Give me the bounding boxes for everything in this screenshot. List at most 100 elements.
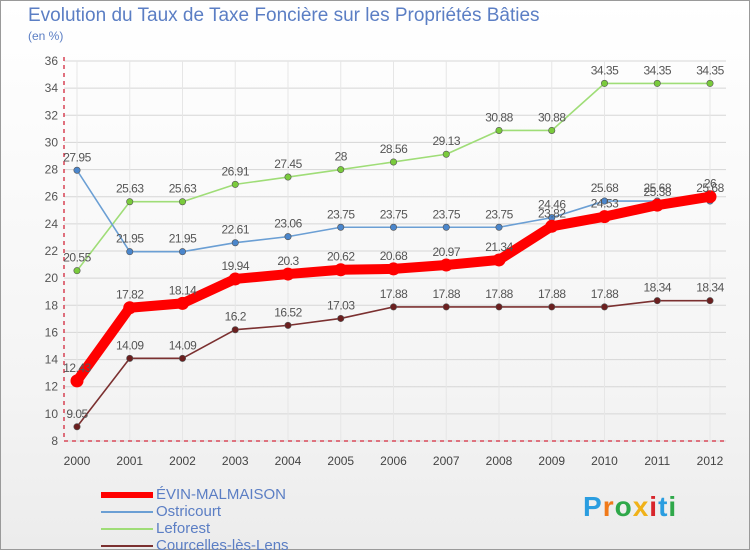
data-point-leforest	[389, 158, 397, 166]
data-label-leforest: 34.35	[696, 63, 724, 77]
x-tick-label: 2001	[116, 454, 143, 468]
data-point-leforest	[126, 198, 134, 206]
logo-letter: t	[658, 491, 669, 522]
data-label-ostricourt: 27.95	[63, 150, 91, 164]
data-point--vin-malmaison	[703, 190, 717, 204]
data-label--vin-malmaison: 23.82	[538, 206, 566, 220]
x-tick-label: 2005	[327, 454, 354, 468]
x-tick-label: 2003	[222, 454, 249, 468]
logo-letter: i	[649, 491, 659, 522]
data-point-leforest	[600, 79, 608, 87]
data-point-courcelles-l-s-lens	[548, 303, 556, 311]
data-label-courcelles-l-s-lens: 18.34	[696, 281, 724, 295]
data-label-leforest: 34.35	[591, 63, 619, 77]
data-label--vin-malmaison: 20.97	[432, 245, 460, 259]
data-point--vin-malmaison	[650, 198, 664, 212]
data-label-ostricourt: 21.95	[116, 232, 144, 246]
logo-letter: r	[602, 491, 615, 522]
data-point-leforest	[73, 267, 81, 275]
data-label-leforest: 20.55	[63, 251, 91, 265]
y-tick-label: 22	[45, 244, 59, 258]
data-label-leforest: 34.35	[643, 63, 671, 77]
x-tick-label: 2009	[538, 454, 565, 468]
y-tick-label: 34	[45, 81, 59, 95]
data-label--vin-malmaison: 20.3	[277, 254, 299, 268]
y-tick-label: 32	[45, 108, 59, 122]
data-point-leforest	[495, 126, 503, 134]
data-point-courcelles-l-s-lens	[179, 354, 187, 362]
legend-label-evin-malmaison: ÉVIN-MALMAISON	[156, 486, 287, 503]
legend-swatch-ostricourt	[101, 511, 153, 513]
data-point-courcelles-l-s-lens	[337, 314, 345, 322]
data-point--vin-malmaison	[545, 219, 559, 233]
data-point-leforest	[231, 180, 239, 188]
data-label-ostricourt: 23.75	[485, 207, 513, 221]
data-label--vin-malmaison: 12.43	[63, 361, 91, 375]
data-label-ostricourt: 25.68	[696, 181, 724, 195]
data-label--vin-malmaison: 17.82	[116, 288, 144, 302]
y-tick-label: 36	[45, 54, 59, 68]
data-label-leforest: 25.63	[169, 182, 197, 196]
data-label-courcelles-l-s-lens: 16.52	[274, 305, 302, 319]
y-tick-label: 12	[45, 380, 59, 394]
legend-label-leforest: Leforest	[156, 520, 211, 537]
data-label-courcelles-l-s-lens: 16.2	[225, 310, 247, 324]
data-label-courcelles-l-s-lens: 17.88	[485, 287, 513, 301]
data-label-courcelles-l-s-lens: 14.09	[116, 338, 144, 352]
data-point-leforest	[284, 173, 292, 181]
legend-swatch-courcelles	[101, 545, 153, 547]
data-point-ostricourt	[126, 248, 134, 256]
data-label-leforest: 26.91	[221, 164, 249, 178]
data-label-courcelles-l-s-lens: 14.09	[169, 338, 197, 352]
data-point-leforest	[337, 166, 345, 174]
y-tick-label: 16	[45, 325, 59, 339]
data-point-leforest	[548, 126, 556, 134]
data-point-ostricourt	[600, 197, 608, 205]
y-tick-label: 8	[51, 434, 58, 448]
proxiti-logo: Proxiti	[583, 491, 677, 523]
data-point-ostricourt	[389, 223, 397, 231]
x-tick-label: 2006	[380, 454, 407, 468]
data-point-leforest	[653, 79, 661, 87]
legend-label-ostricourt: Ostricourt	[156, 503, 222, 520]
x-tick-label: 2012	[697, 454, 724, 468]
chart-title: Evolution du Taux de Taxe Foncière sur l…	[28, 5, 540, 26]
data-point--vin-malmaison	[176, 296, 189, 310]
data-point--vin-malmaison	[492, 253, 506, 267]
y-tick-label: 10	[45, 407, 59, 421]
data-label-courcelles-l-s-lens: 9.05	[66, 407, 88, 421]
data-label-ostricourt: 25.68	[643, 181, 671, 195]
data-point-courcelles-l-s-lens	[495, 303, 503, 311]
data-point-ostricourt	[73, 166, 81, 174]
data-point-ostricourt	[442, 223, 450, 231]
data-label--vin-malmaison: 20.62	[327, 250, 355, 264]
data-point--vin-malmaison	[281, 267, 295, 281]
data-label-courcelles-l-s-lens: 18.34	[643, 281, 671, 295]
data-point-courcelles-l-s-lens	[442, 303, 450, 311]
data-point--vin-malmaison	[387, 262, 400, 276]
data-point--vin-malmaison	[334, 263, 348, 277]
data-point-ostricourt	[337, 223, 345, 231]
y-tick-label: 30	[45, 135, 59, 149]
data-label-ostricourt: 23.06	[274, 217, 302, 231]
data-label-leforest: 27.45	[274, 157, 302, 171]
data-point-ostricourt	[495, 223, 503, 231]
y-tick-label: 18	[45, 298, 59, 312]
data-point-ostricourt	[284, 233, 292, 241]
data-point-courcelles-l-s-lens	[73, 423, 81, 431]
data-label-courcelles-l-s-lens: 17.88	[538, 287, 566, 301]
data-label-leforest: 25.63	[116, 182, 144, 196]
data-label-leforest: 30.88	[538, 110, 566, 124]
data-point-courcelles-l-s-lens	[284, 321, 292, 329]
legend-label-courcelles: Courcelles-lès-Lens	[156, 537, 289, 554]
x-tick-label: 2000	[64, 454, 91, 468]
data-label-ostricourt: 24.46	[538, 198, 566, 212]
data-label-leforest: 29.13	[432, 134, 460, 148]
y-tick-label: 28	[45, 163, 59, 177]
data-point-leforest	[179, 198, 187, 206]
y-tick-label: 20	[45, 271, 59, 285]
data-label-ostricourt: 23.75	[432, 207, 460, 221]
legend-swatch-evin-malmaison	[101, 492, 153, 498]
